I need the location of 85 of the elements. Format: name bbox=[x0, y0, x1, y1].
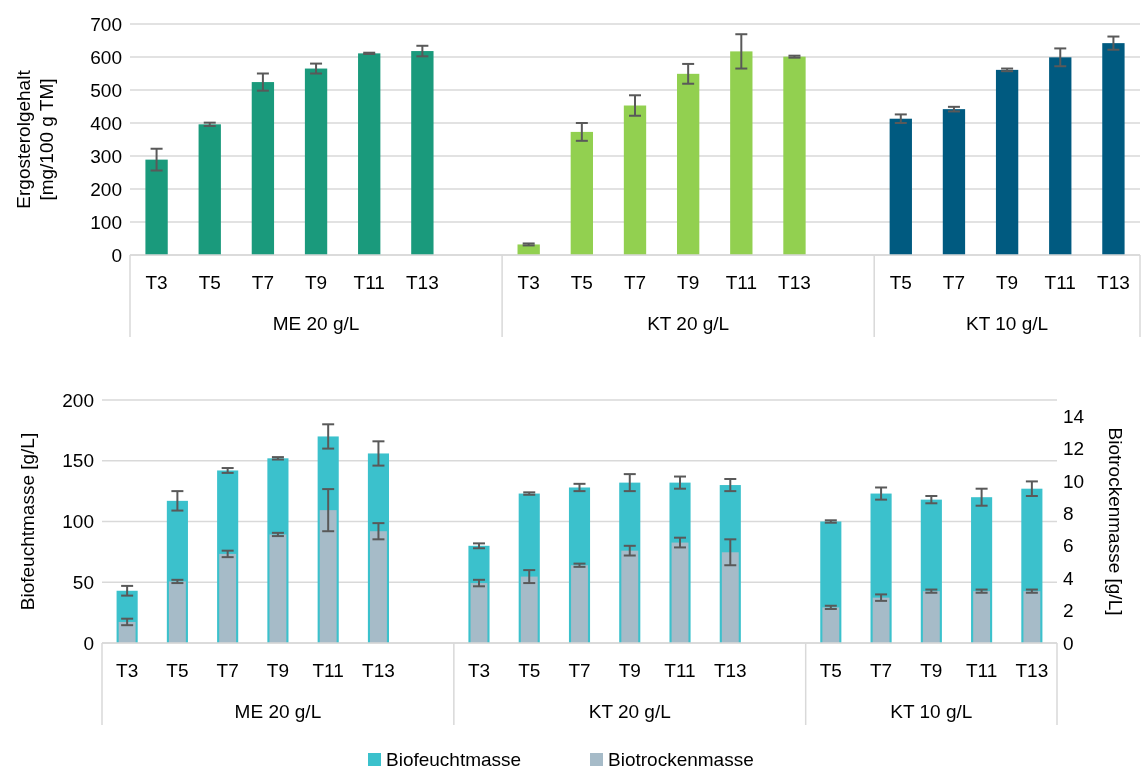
x-tick-label: T5 bbox=[198, 272, 221, 293]
x-tick-label: T11 bbox=[965, 660, 998, 681]
y-tick-label: 50 bbox=[72, 571, 94, 593]
bar bbox=[411, 51, 434, 255]
legend-label: Biofeuchtmasse bbox=[386, 749, 522, 770]
bar bbox=[358, 53, 381, 255]
bar bbox=[783, 56, 806, 255]
x-tick-label: T11 bbox=[312, 660, 344, 681]
x-tick-label: T13 bbox=[1015, 660, 1049, 681]
bar bbox=[872, 597, 890, 643]
y-tick-label: 300 bbox=[90, 145, 122, 167]
text: ME 20 g/L bbox=[272, 313, 360, 334]
bar bbox=[251, 82, 275, 255]
bar bbox=[571, 565, 588, 643]
x-tick-label: T9 bbox=[618, 660, 641, 681]
x-tick-label: T5 bbox=[819, 660, 842, 681]
y-axis-title: Ergosterolgehalt [mg/100 g TM] bbox=[13, 69, 57, 209]
x-tick-label: T9 bbox=[996, 272, 1019, 293]
text: KT 20 g/L bbox=[647, 313, 730, 334]
y2-tick-label: 10 bbox=[1063, 470, 1085, 492]
y-tick-label: 400 bbox=[90, 112, 122, 134]
x-tick-label: T13 bbox=[778, 272, 811, 293]
y2-tick-label: 14 bbox=[1063, 405, 1085, 427]
x-tick-label: T3 bbox=[145, 272, 168, 293]
y2-tick-label: 0 bbox=[1063, 632, 1074, 654]
x-tick-label: T13 bbox=[1097, 272, 1130, 293]
y-tick-label: 0 bbox=[111, 244, 122, 266]
x-tick-label: T3 bbox=[116, 660, 139, 681]
x-tick-label: T11 bbox=[353, 272, 385, 293]
y2-tick-label: 8 bbox=[1063, 503, 1074, 525]
bar bbox=[822, 607, 840, 643]
y-tick-label: 500 bbox=[90, 79, 122, 101]
y2-tick-label: 2 bbox=[1063, 600, 1074, 622]
x-tick-label: T13 bbox=[713, 660, 747, 681]
y-tick-label: 0 bbox=[83, 632, 94, 654]
bar bbox=[570, 131, 594, 255]
bar bbox=[995, 69, 1019, 255]
legend-label: Biotrockenmasse bbox=[608, 749, 754, 770]
bar bbox=[304, 68, 328, 255]
x-tick-label: T5 bbox=[889, 272, 912, 293]
x-tick-label: T13 bbox=[362, 660, 395, 681]
x-tick-label: T7 bbox=[251, 272, 274, 293]
y-tick-label: 600 bbox=[90, 46, 122, 68]
x-tick-label: T7 bbox=[623, 272, 647, 293]
x-tick-label: T9 bbox=[266, 660, 290, 681]
x-tick-label: T7 bbox=[942, 272, 966, 293]
y2-tick-label: 12 bbox=[1063, 438, 1085, 460]
y-tick-label: 100 bbox=[90, 211, 122, 233]
y-tick-label: 200 bbox=[90, 178, 122, 200]
bar bbox=[1049, 57, 1072, 255]
text: ME 20 g/L bbox=[234, 701, 322, 722]
bar bbox=[198, 124, 221, 255]
bar bbox=[623, 105, 647, 255]
bar bbox=[145, 159, 168, 255]
y-tick-label: 150 bbox=[62, 450, 94, 472]
bar bbox=[730, 51, 753, 255]
y2-tick-label: 6 bbox=[1063, 535, 1074, 557]
text: KT 10 g/L bbox=[890, 701, 973, 722]
y-tick-label: 200 bbox=[62, 389, 94, 411]
x-tick-label: T11 bbox=[1044, 272, 1076, 293]
x-tick-label: T7 bbox=[568, 660, 591, 681]
x-tick-label: T5 bbox=[166, 660, 189, 681]
bar bbox=[942, 109, 966, 255]
text: KT 10 g/L bbox=[966, 313, 1049, 334]
x-tick-label: T5 bbox=[570, 272, 593, 293]
x-tick-label: T3 bbox=[517, 272, 540, 293]
y-axis-title: Biofeuchtmasse [g/L] bbox=[17, 432, 38, 611]
bar bbox=[1102, 43, 1125, 255]
x-tick-label: T7 bbox=[216, 660, 239, 681]
y-tick-label: 100 bbox=[62, 511, 94, 533]
y-tick-label: 700 bbox=[90, 13, 122, 35]
x-tick-label: T5 bbox=[518, 660, 541, 681]
x-tick-label: T11 bbox=[725, 272, 757, 293]
y2-axis-title: Biotrockenmasse [g/L] bbox=[1105, 427, 1126, 616]
y2-tick-label: 4 bbox=[1063, 567, 1074, 589]
x-tick-label: T9 bbox=[677, 272, 700, 293]
x-tick-label: T11 bbox=[664, 660, 696, 681]
x-tick-label: T9 bbox=[920, 660, 943, 681]
bar bbox=[889, 118, 912, 255]
x-tick-label: T13 bbox=[405, 272, 439, 293]
x-tick-label: T9 bbox=[304, 272, 328, 293]
bar bbox=[677, 73, 700, 255]
x-tick-label: T7 bbox=[869, 660, 893, 681]
x-tick-label: T3 bbox=[467, 660, 491, 681]
text: KT 20 g/L bbox=[588, 701, 671, 722]
